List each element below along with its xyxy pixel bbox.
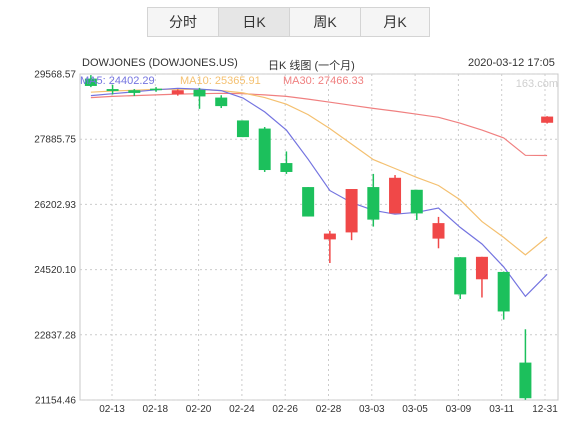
candle-body xyxy=(193,89,206,97)
candle xyxy=(150,87,163,92)
candle-body xyxy=(345,189,358,233)
candle-body xyxy=(519,362,532,399)
candle xyxy=(389,175,402,214)
ma5-label: MA5: 24402.29 xyxy=(80,75,155,87)
y-tick-label: 24520.10 xyxy=(34,265,76,276)
candle xyxy=(497,271,510,320)
ma-legend: MA5: 24402.29 MA10: 25365.91 MA30: 27466.3… xyxy=(80,75,364,87)
candle-body xyxy=(302,187,315,217)
plot-border xyxy=(79,73,559,401)
candle xyxy=(171,89,184,96)
ma30-line xyxy=(90,92,548,157)
y-tick-label: 26202.93 xyxy=(34,200,76,211)
candle xyxy=(475,256,488,298)
ma10-line xyxy=(90,88,548,256)
candle-body xyxy=(454,257,467,295)
y-tick-label: 21154.46 xyxy=(35,396,76,407)
x-tick-label: 02-18 xyxy=(143,404,169,415)
x-tick-label: 02-26 xyxy=(272,404,298,415)
candle-body xyxy=(84,78,97,86)
tab-daily-k[interactable]: 日K xyxy=(219,8,290,36)
candle-body xyxy=(367,187,380,220)
x-tick-label: 03-11 xyxy=(489,404,514,415)
candle-body xyxy=(497,271,510,312)
candle-body xyxy=(389,177,402,214)
period-tabs: 分时 日K 周K 月K xyxy=(147,7,430,37)
candle xyxy=(410,189,423,221)
candle xyxy=(280,151,293,174)
datetime-label: 2020-03-12 17:05 xyxy=(468,57,555,69)
candle xyxy=(236,120,249,138)
candle-body xyxy=(323,233,336,240)
watermark: 163.com xyxy=(516,78,558,90)
x-tick-label: 02-24 xyxy=(229,404,255,415)
candle-body xyxy=(106,89,119,91)
y-axis-labels: 29568.57 27885.75 26202.93 24520.10 22837.28… xyxy=(34,70,76,407)
x-tick-label: 12-31 xyxy=(532,404,558,415)
candle-body xyxy=(236,120,249,138)
candle-body xyxy=(150,88,163,91)
candle xyxy=(432,216,445,249)
candle-body xyxy=(432,223,445,239)
candles xyxy=(84,75,554,400)
candle-body xyxy=(215,97,228,107)
candle xyxy=(323,230,336,264)
candle xyxy=(345,189,358,241)
candle-body xyxy=(258,128,271,171)
candle xyxy=(128,89,141,97)
symbol-label: DOWJONES (DOWJONES.US) xyxy=(82,57,238,69)
candle xyxy=(454,257,467,300)
ma30-label: MA30: 27466.33 xyxy=(283,75,364,87)
candle-body xyxy=(280,163,293,172)
candle xyxy=(367,173,380,227)
candle xyxy=(519,329,532,400)
x-axis-labels: 02-13 02-18 02-20 02-24 02-26 02-28 03-03 03-05… xyxy=(99,404,558,415)
candle xyxy=(215,95,228,109)
x-tick-label: 02-20 xyxy=(186,404,212,415)
candle-body xyxy=(541,116,554,123)
tab-weekly-k[interactable]: 周K xyxy=(290,8,361,36)
candle-body xyxy=(128,90,141,93)
y-tick-label: 27885.75 xyxy=(34,135,76,146)
candle-body xyxy=(171,90,184,95)
tab-intraday[interactable]: 分时 xyxy=(148,8,219,36)
moving-average-lines xyxy=(90,87,548,298)
candle xyxy=(541,116,554,124)
x-tick-label: 02-13 xyxy=(99,404,125,415)
candle xyxy=(84,75,97,88)
chart-title: 日K 线图 (一个月) xyxy=(268,60,355,72)
x-tick-label: 03-03 xyxy=(359,404,385,415)
x-tick-label: 03-09 xyxy=(446,404,472,415)
ma5-line xyxy=(90,87,548,298)
candle xyxy=(193,87,206,109)
candle xyxy=(258,127,271,172)
y-tick-label: 22837.28 xyxy=(34,330,76,341)
y-tick-label: 29568.57 xyxy=(34,70,76,81)
candle xyxy=(302,187,315,217)
candle-body xyxy=(410,189,423,214)
x-tick-label: 02-28 xyxy=(316,404,342,415)
grid-lines xyxy=(79,73,559,401)
candle-body xyxy=(475,256,488,280)
tab-monthly-k[interactable]: 月K xyxy=(383,14,407,30)
ma10-label: MA10: 25365.91 xyxy=(180,75,261,87)
candle xyxy=(106,84,119,95)
x-tick-label: 03-05 xyxy=(402,404,428,415)
